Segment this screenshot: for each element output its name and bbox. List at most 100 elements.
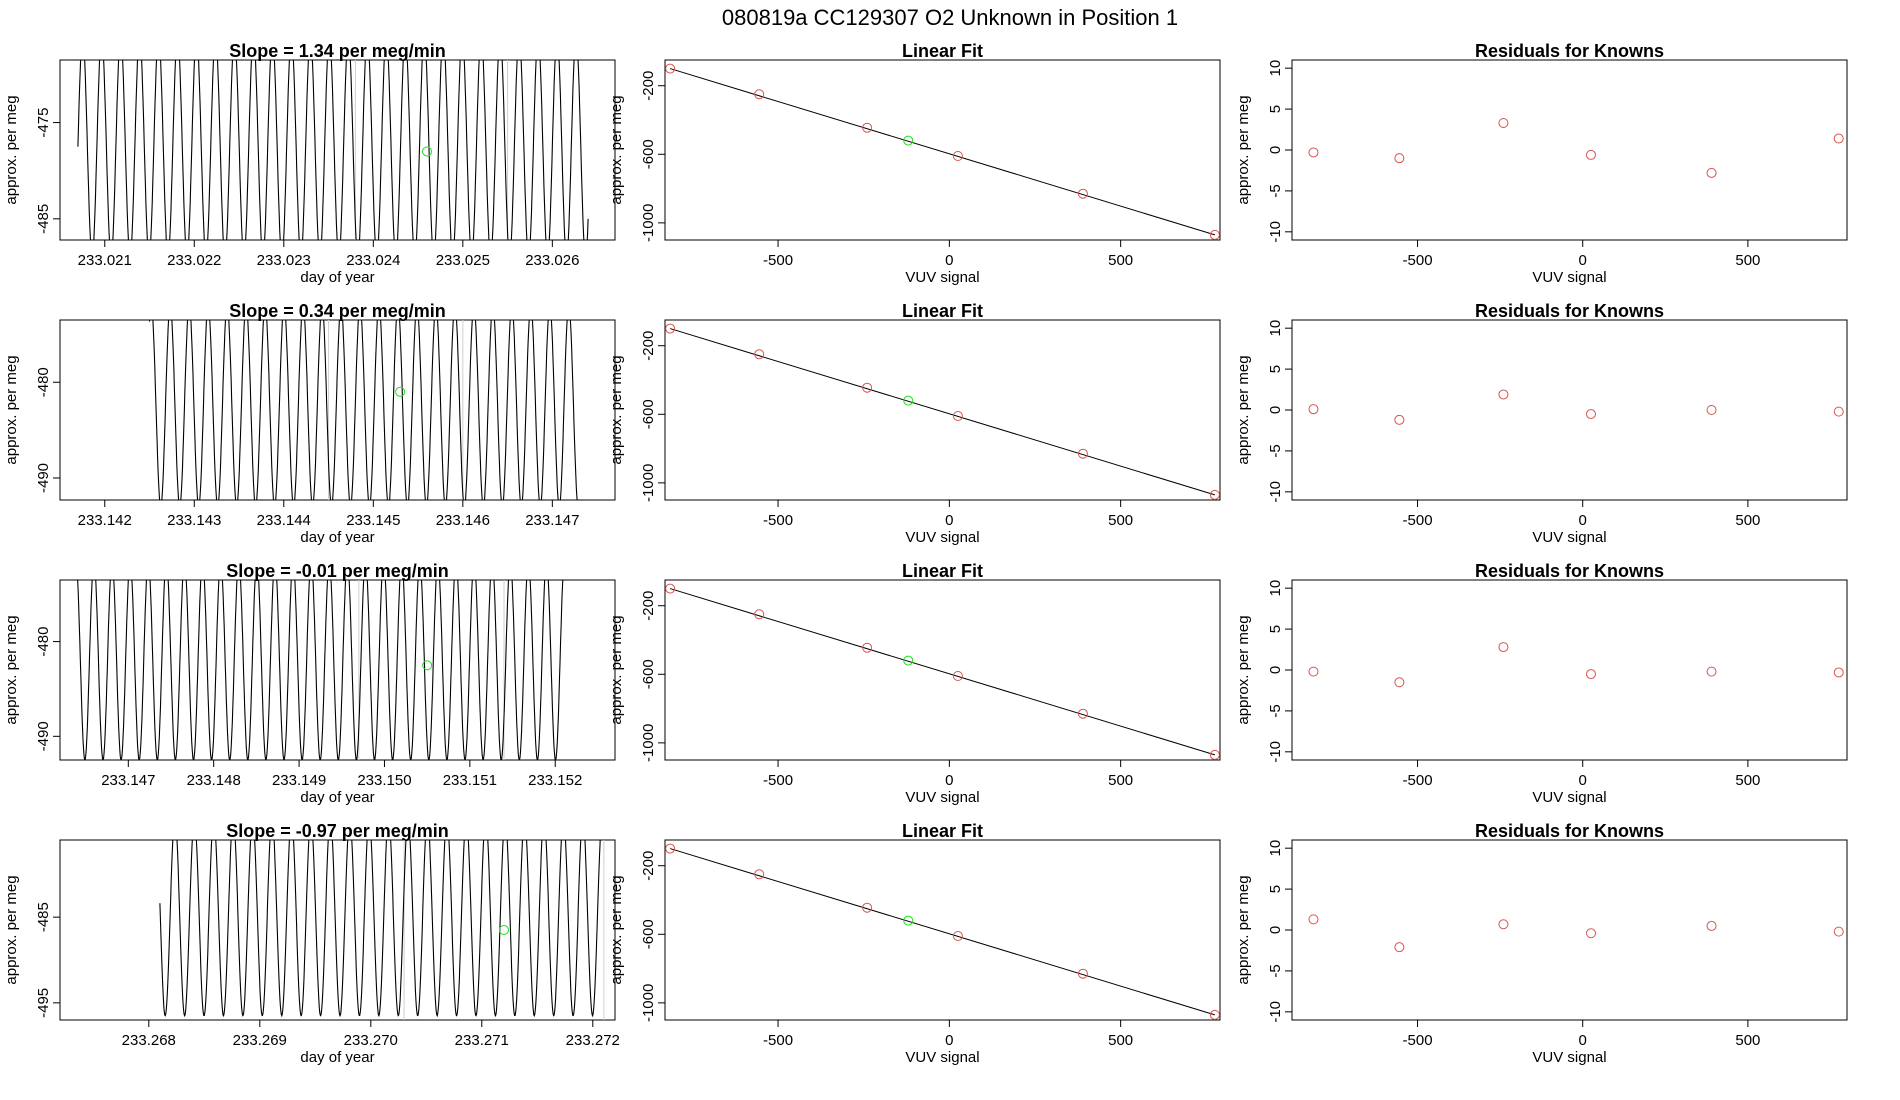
unknown-point (903, 655, 914, 666)
y-tick-label: -5 (1267, 704, 1284, 717)
x-tick-label: 233.023 (257, 252, 311, 269)
x-tick-label: 0 (1579, 772, 1587, 789)
residual-point (1585, 409, 1596, 420)
plot-frame (664, 579, 1221, 761)
known-standard-point (1077, 968, 1088, 979)
panel-residuals-row-1: Residuals for Knowns -500 0 500 VUV signal 10… (1235, 41, 1848, 286)
y-axis-label: approx. per meg (1235, 875, 1252, 984)
x-tick-label: 0 (945, 512, 953, 529)
signal-trace (77, 580, 564, 760)
panel-slope-row-2: Slope = 0.34 per meg/min 233.142 233.143 23… (3, 301, 616, 546)
residual-point (1498, 919, 1509, 930)
x-tick-label: 233.150 (357, 772, 411, 789)
known-standard-point (1209, 489, 1220, 500)
y-tick-label: -490 (35, 721, 52, 751)
known-standard-point (754, 89, 765, 100)
residual-point (1585, 669, 1596, 680)
x-tick-label: 0 (945, 772, 953, 789)
y-tick-label: -480 (35, 627, 52, 657)
y-axis-label: approx. per meg (608, 95, 625, 204)
plot-frame (1291, 319, 1848, 501)
fit-line (669, 68, 1216, 236)
y-tick-label: -10 (1267, 741, 1284, 763)
residual-point (1498, 642, 1509, 653)
y-tick-label: -10 (1267, 481, 1284, 503)
data-layer (665, 843, 1220, 1020)
panel-title: Linear Fit (902, 821, 983, 841)
panel-title: Linear Fit (902, 561, 983, 581)
x-tick-label: 233.270 (344, 1032, 398, 1049)
y-tick-label: 10 (1267, 580, 1284, 597)
x-tick-label: -500 (1403, 512, 1433, 529)
plot-frame (59, 319, 616, 501)
x-tick-label: 500 (1735, 512, 1760, 529)
residual-point (1394, 942, 1405, 953)
known-standard-point (952, 931, 963, 941)
x-tick-label: 233.148 (187, 772, 241, 789)
x-tick-label: 500 (1108, 1032, 1133, 1049)
unknown-point (422, 146, 433, 157)
y-tick-label: 5 (1267, 365, 1284, 373)
x-tick-label: 500 (1735, 1032, 1760, 1049)
y-axis-label: approx. per meg (3, 875, 20, 984)
unknown-point (903, 395, 914, 406)
known-standard-point (862, 382, 873, 393)
panel-fit-row-4: Linear Fit -500 0 500 VUV signal -200 -600 -100… (608, 821, 1221, 1066)
plot-frame (1291, 839, 1848, 1021)
plot-frame (664, 319, 1221, 501)
panel-title: Linear Fit (902, 301, 983, 321)
x-tick-label: 233.144 (257, 512, 311, 529)
panel-fit-row-1: Linear Fit -500 0 500 VUV signal -200 -600 -100… (608, 41, 1221, 286)
data-layer (1308, 118, 1844, 178)
panel-title: Slope = -0.01 per meg/min (226, 561, 449, 581)
residual-point (1833, 926, 1844, 937)
y-tick-label: -600 (640, 919, 657, 949)
fit-line (669, 328, 1216, 496)
residual-point (1498, 389, 1509, 400)
panel-slope-row-3: Slope = -0.01 per meg/min 233.147 233.148 2… (3, 561, 616, 806)
x-tick-label: 233.147 (525, 512, 579, 529)
x-axis-label: VUV signal (905, 269, 979, 286)
known-standard-point (665, 63, 676, 74)
y-axis-label: approx. per meg (3, 355, 20, 464)
x-tick-label: 500 (1108, 512, 1133, 529)
y-tick-label: -1000 (640, 204, 657, 242)
x-tick-label: 233.151 (443, 772, 497, 789)
x-tick-label: 233.026 (525, 252, 579, 269)
x-axis-label: day of year (300, 529, 374, 546)
data-layer (665, 63, 1220, 240)
panel-fit-row-3: Linear Fit -500 0 500 VUV signal -200 -600 -100… (608, 561, 1221, 806)
x-tick-label: 500 (1108, 252, 1133, 269)
plot-frame (59, 839, 616, 1021)
residual-point (1308, 404, 1319, 415)
y-tick-label: -5 (1267, 444, 1284, 457)
unknown-point (903, 135, 914, 146)
y-tick-label: -10 (1267, 221, 1284, 243)
y-axis-label: approx. per meg (1235, 615, 1252, 724)
residual-point (1706, 405, 1717, 415)
x-axis-label: VUV signal (1532, 789, 1606, 806)
unknown-point (903, 915, 914, 926)
y-axis-label: approx. per meg (3, 615, 20, 724)
y-axis-label: approx. per meg (608, 615, 625, 724)
known-standard-point (1209, 229, 1220, 240)
x-axis-label: VUV signal (1532, 269, 1606, 286)
y-tick-label: -480 (35, 367, 52, 397)
known-standard-point (754, 609, 765, 620)
residual-point (1706, 167, 1717, 178)
plot-frame (664, 59, 1221, 241)
known-standard-point (754, 349, 765, 360)
x-tick-label: 233.143 (167, 512, 221, 529)
y-tick-label: -600 (640, 659, 657, 689)
panels-group: Slope = 1.34 per meg/min 233.021 233.022 23… (3, 41, 1848, 1066)
data-layer (77, 60, 589, 240)
x-tick-label: -500 (763, 252, 793, 269)
x-tick-label: 0 (1579, 512, 1587, 529)
x-tick-label: 233.145 (346, 512, 400, 529)
y-tick-label: 0 (1267, 406, 1284, 414)
fit-line (669, 588, 1216, 756)
residual-point (1706, 666, 1717, 677)
y-tick-label: -200 (640, 331, 657, 361)
y-tick-label: -1000 (640, 984, 657, 1022)
y-tick-label: -5 (1267, 184, 1284, 197)
